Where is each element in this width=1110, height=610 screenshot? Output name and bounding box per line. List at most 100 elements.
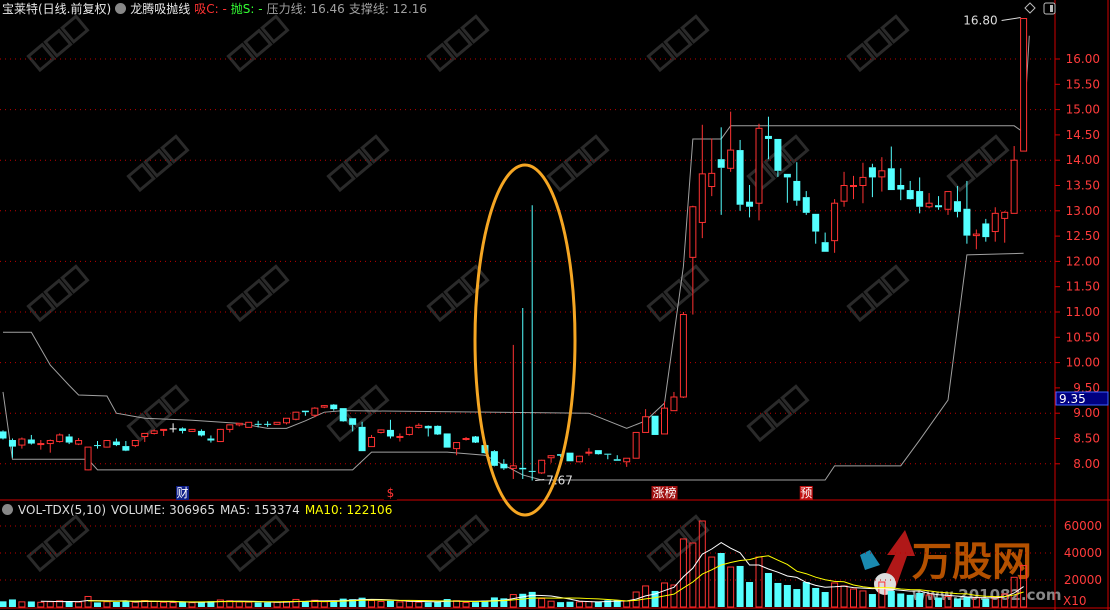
volume-bar-down[interactable] [339, 598, 347, 607]
volume-bar-down[interactable] [490, 597, 498, 607]
volume-bar-down[interactable] [783, 584, 791, 607]
candle[interactable] [897, 168, 905, 201]
candle[interactable] [424, 425, 432, 437]
volume-bar-down[interactable] [386, 600, 394, 607]
candle[interactable] [859, 162, 867, 204]
volume-indicator-name[interactable]: VOL-TDX(5,10) [18, 503, 107, 517]
candle[interactable] [717, 127, 725, 215]
volume-bar-up[interactable] [698, 520, 706, 608]
volume-bar-up[interactable] [1020, 565, 1028, 608]
candle[interactable] [802, 191, 810, 215]
volume-bar-down[interactable] [897, 593, 905, 608]
volume-bar-up[interactable] [538, 598, 546, 608]
candle[interactable] [575, 455, 583, 463]
candle[interactable] [330, 404, 338, 411]
volume-bar-down[interactable] [821, 592, 829, 607]
candle[interactable] [245, 421, 253, 428]
candle[interactable] [982, 218, 990, 242]
volume-bar-down[interactable] [349, 599, 357, 607]
candle[interactable] [386, 419, 394, 439]
volume-bar-up[interactable] [84, 595, 92, 608]
volume-bar-down[interactable] [207, 601, 215, 607]
volume-bar-up[interactable] [585, 600, 593, 608]
candle[interactable] [840, 171, 848, 207]
candle[interactable] [94, 441, 101, 449]
candle[interactable] [160, 428, 168, 436]
volume-bar-up[interactable] [292, 598, 300, 608]
candle[interactable] [434, 425, 442, 435]
candle[interactable] [868, 163, 876, 198]
dropdown-circle-icon[interactable] [2, 504, 13, 515]
candle[interactable] [972, 229, 980, 250]
candle[interactable] [651, 415, 659, 435]
volume-bar-down[interactable] [443, 599, 451, 607]
volume-bar-up[interactable] [103, 601, 111, 608]
volume-bar-down[interactable] [916, 592, 924, 607]
volume-bar-up[interactable] [415, 601, 423, 608]
candle[interactable] [169, 423, 177, 433]
volume-bar-down[interactable] [812, 587, 820, 607]
volume-bar-down[interactable] [528, 591, 536, 607]
volume-bar-down[interactable] [746, 582, 754, 607]
candle[interactable] [594, 450, 602, 455]
event-marker[interactable]: $ [383, 486, 397, 500]
volume-bar-down[interactable] [717, 553, 725, 607]
volume-bar-up[interactable] [727, 566, 735, 608]
candle[interactable] [698, 124, 706, 239]
candle[interactable] [727, 111, 735, 172]
candle[interactable] [179, 427, 187, 434]
volume-bar-up[interactable] [623, 600, 631, 608]
volume-bar-down[interactable] [358, 597, 366, 607]
volume-bar-down[interactable] [519, 593, 527, 607]
volume-bar-down[interactable] [264, 602, 272, 607]
volume-bar-up[interactable] [188, 602, 196, 608]
volume-bar-up[interactable] [160, 601, 168, 608]
volume-bar-down[interactable] [793, 589, 801, 607]
candle[interactable] [679, 312, 687, 399]
volume-bar-up[interactable] [37, 601, 45, 608]
candle[interactable] [396, 433, 404, 442]
candle[interactable] [301, 410, 309, 416]
volume-bar-up[interactable] [150, 600, 158, 608]
candle[interactable] [963, 180, 971, 244]
volume-bar-down[interactable] [254, 602, 262, 607]
candle[interactable] [708, 138, 716, 197]
candle[interactable] [27, 434, 35, 445]
volume-bar-up[interactable] [547, 600, 555, 608]
volume-bar-up[interactable] [850, 588, 857, 608]
volume-bar-up[interactable] [273, 601, 281, 608]
candle[interactable] [793, 162, 801, 206]
candle[interactable] [141, 432, 149, 443]
volume-bar-up[interactable] [1001, 593, 1009, 608]
candle[interactable] [812, 213, 820, 244]
candle[interactable] [935, 196, 943, 210]
candle[interactable] [292, 411, 300, 421]
volume-bar-up[interactable] [245, 601, 253, 608]
candle[interactable] [1010, 146, 1018, 214]
candle[interactable] [103, 440, 111, 448]
volume-bar-down[interactable] [472, 602, 479, 607]
volume-bar-up[interactable] [235, 601, 243, 608]
volume-bar-down[interactable] [434, 601, 442, 607]
candle[interactable] [944, 191, 952, 215]
candle[interactable] [746, 184, 754, 218]
event-marker[interactable]: 预 [799, 486, 813, 500]
candle[interactable] [642, 409, 650, 433]
candle[interactable] [415, 423, 423, 429]
candle[interactable] [84, 446, 92, 471]
candle[interactable] [254, 420, 262, 428]
candle[interactable] [1001, 211, 1009, 243]
candle[interactable] [490, 450, 498, 467]
candle[interactable] [566, 452, 574, 462]
candle[interactable] [273, 421, 281, 425]
candle[interactable] [991, 207, 999, 242]
candle[interactable] [122, 441, 130, 452]
volume-bar-down[interactable] [613, 600, 621, 607]
candle[interactable] [538, 459, 546, 474]
volume-bar-down[interactable] [8, 599, 16, 607]
volume-bar-down[interactable] [122, 601, 130, 607]
candle[interactable] [283, 417, 290, 425]
candle[interactable] [235, 422, 243, 427]
candle[interactable] [443, 433, 451, 448]
volume-bar-down[interactable] [953, 598, 961, 607]
